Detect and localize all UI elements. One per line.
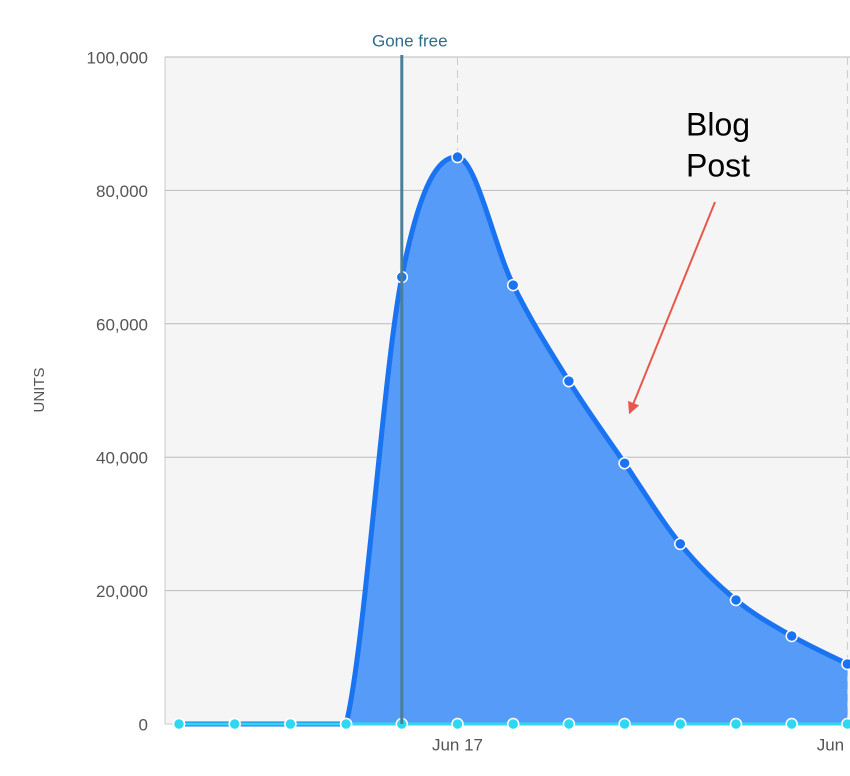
point bbox=[506, 717, 520, 731]
y-tick-label: 100,000 bbox=[87, 48, 148, 67]
point bbox=[729, 593, 743, 607]
point bbox=[284, 717, 297, 731]
point bbox=[228, 717, 241, 731]
point bbox=[562, 374, 576, 388]
x-tick-label: Jun bbox=[817, 735, 844, 754]
point bbox=[451, 150, 464, 164]
point bbox=[618, 456, 631, 470]
point bbox=[172, 717, 186, 731]
point bbox=[785, 717, 798, 731]
y-tick-label: 80,000 bbox=[96, 182, 148, 201]
point bbox=[339, 717, 353, 731]
point bbox=[785, 629, 798, 643]
annotation: Post bbox=[686, 147, 750, 183]
point bbox=[729, 717, 743, 731]
annotation-arrow bbox=[628, 201, 716, 415]
y-axis-label: UNITS bbox=[31, 368, 48, 413]
y-tick-label: 0 bbox=[139, 715, 148, 734]
y-tick-label: 20,000 bbox=[96, 582, 148, 601]
annotation: Blog bbox=[686, 106, 750, 142]
point bbox=[506, 278, 520, 292]
y-tick-label: 60,000 bbox=[96, 315, 148, 334]
y-tick-label: 40,000 bbox=[96, 449, 148, 468]
point bbox=[841, 657, 850, 671]
point bbox=[562, 717, 576, 731]
x-tick-label: Jun 17 bbox=[432, 735, 483, 754]
point bbox=[618, 717, 631, 731]
point bbox=[674, 537, 687, 551]
point bbox=[841, 717, 850, 731]
point bbox=[451, 717, 464, 731]
event-label: Gone free bbox=[372, 31, 448, 50]
area bbox=[179, 157, 848, 724]
point bbox=[674, 717, 687, 731]
